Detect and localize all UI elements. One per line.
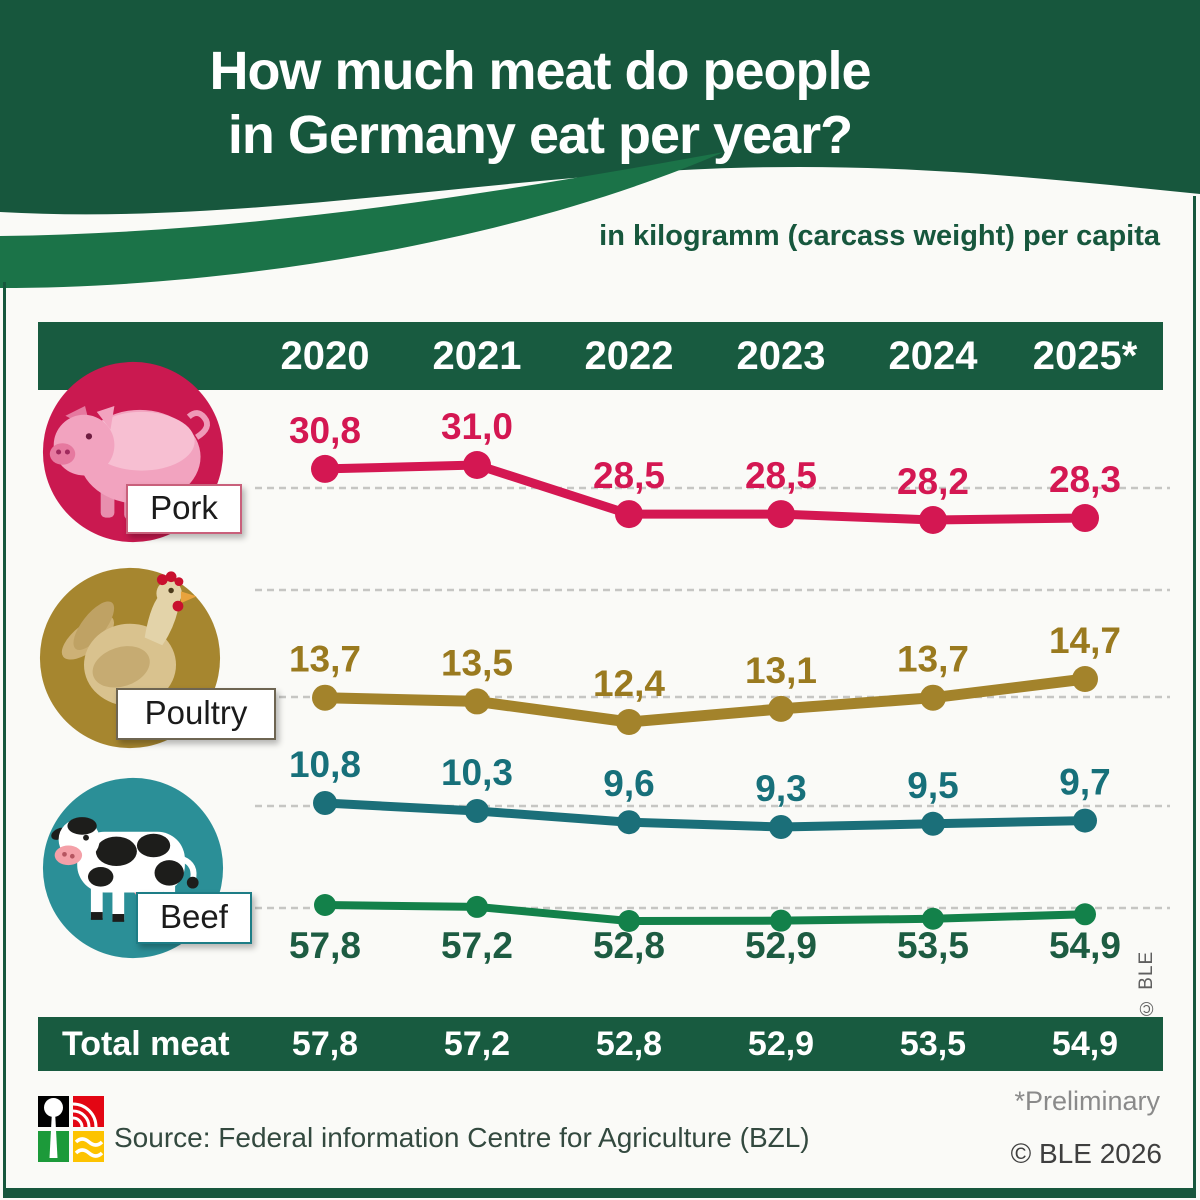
series-pork-point-2021 — [463, 451, 491, 479]
year-header-2024: 2024 — [888, 334, 978, 378]
row-label-pork: Pork — [126, 484, 242, 534]
series-pork-point-2025* — [1071, 504, 1099, 533]
total-value-2025: 54,9 — [1051, 1025, 1119, 1063]
series-beef-value-2021: 10,3 — [441, 752, 513, 793]
swoosh-stripe — [0, 152, 724, 288]
frame-left-line — [3, 282, 6, 1198]
series-total-meat-point-2020 — [314, 894, 336, 916]
series-total-meat-value-2020: 57,8 — [289, 925, 361, 966]
series-total-meat-line — [321, 901, 1089, 925]
series-total-meat-value-2021: 57,2 — [441, 925, 513, 966]
page-title-line1: How much meat do people — [209, 41, 871, 101]
row-label-poultry: Poultry — [116, 688, 276, 740]
series-total-meat-point-2022 — [618, 910, 640, 932]
series-poultry-point-2022 — [616, 709, 642, 735]
source-note: Source: Federal information Centre for A… — [114, 1122, 810, 1153]
series-pork-line — [320, 460, 1090, 525]
series-total-meat-point-2021 — [466, 895, 488, 918]
series-beef-point-2024 — [921, 811, 945, 836]
series-beef-value-2024: 9,5 — [907, 765, 958, 806]
series-pork-point-2020 — [311, 454, 339, 483]
header-band — [0, 0, 1200, 215]
series-poultry-line — [319, 673, 1091, 728]
series-beef-value-2023: 9,3 — [755, 768, 806, 809]
series-pork-value-2021: 31,0 — [441, 406, 513, 447]
year-header-2025: 2025* — [1032, 334, 1138, 378]
chart-unit-subtitle: in kilogramm (carcass weight) per capita — [599, 220, 1160, 252]
year-header-2021: 2021 — [432, 334, 522, 378]
series-poultry-value-2024: 13,7 — [897, 639, 969, 680]
bzl-logo — [38, 1096, 104, 1162]
series-poultry-point-2023 — [768, 695, 794, 722]
series-beef-point-2022 — [617, 810, 641, 835]
series-poultry-point-2020 — [312, 684, 338, 711]
total-value-2020: 57,8 — [291, 1025, 359, 1063]
year-header-bar — [38, 322, 1163, 390]
year-header-2023: 2023 — [736, 334, 826, 378]
series-poultry-value-2025*: 14,7 — [1049, 620, 1121, 661]
series-pork-point-2022 — [615, 500, 643, 529]
preliminary-note: *Preliminary — [1014, 1086, 1160, 1116]
series-total-meat-value-2023: 52,9 — [745, 925, 817, 966]
series-poultry-point-2021 — [464, 688, 490, 715]
header-swoosh-graphic — [0, 0, 1200, 288]
series-poultry-value-2022: 12,4 — [593, 663, 665, 704]
series-total-meat-point-2023 — [770, 909, 792, 932]
series-poultry-point-2024 — [920, 684, 946, 711]
total-meat-bar: Total meat — [38, 1017, 1163, 1071]
series-poultry-value-2020: 13,7 — [289, 639, 361, 680]
series-pork-value-2025*: 28,3 — [1049, 459, 1121, 500]
series-total-meat-value-2022: 52,8 — [593, 925, 665, 966]
series-beef-point-2020 — [313, 791, 337, 815]
total-value-2022: 52,8 — [595, 1025, 663, 1063]
series-pork-value-2023: 28,5 — [745, 455, 817, 496]
series-beef-point-2021 — [465, 799, 489, 823]
series-beef-point-2023 — [769, 815, 793, 839]
series-beef-value-2025*: 9,7 — [1059, 762, 1110, 803]
total-value-2023: 52,9 — [747, 1025, 815, 1063]
series-pork-value-2020: 30,8 — [289, 410, 361, 451]
series-pork-point-2024 — [919, 506, 947, 534]
series-total-meat-point-2024 — [922, 907, 944, 930]
series-poultry-value-2023: 13,1 — [745, 650, 817, 691]
series-beef-value-2022: 9,6 — [603, 763, 654, 804]
page-title-line2: in Germany eat per year? — [227, 105, 853, 165]
series-beef-point-2025* — [1073, 808, 1097, 833]
year-header-2022: 2022 — [584, 334, 674, 378]
series-total-meat-value-2025*: 54,9 — [1049, 925, 1121, 966]
series-poultry-point-2025* — [1072, 666, 1098, 692]
frame-right-line — [1193, 196, 1196, 1198]
total-value-2021: 57,2 — [443, 1025, 511, 1063]
total-meat-label: Total meat — [62, 1025, 230, 1063]
row-label-beef: Beef — [136, 892, 252, 944]
series-pork-value-2022: 28,5 — [593, 455, 665, 496]
year-header-2020: 2020 — [280, 334, 370, 378]
series-pork-value-2024: 28,2 — [897, 461, 969, 502]
copyright-note: © BLE 2026 — [1010, 1138, 1162, 1169]
series-beef-line — [320, 798, 1090, 832]
series-beef-value-2020: 10,8 — [289, 744, 361, 785]
series-total-meat-point-2025* — [1074, 903, 1096, 926]
total-value-2024: 53,5 — [899, 1025, 967, 1063]
series-total-meat-value-2024: 53,5 — [897, 925, 969, 966]
series-poultry-value-2021: 13,5 — [441, 642, 513, 683]
frame-bottom-bar — [3, 1188, 1196, 1198]
series-pork-point-2023 — [767, 500, 795, 529]
